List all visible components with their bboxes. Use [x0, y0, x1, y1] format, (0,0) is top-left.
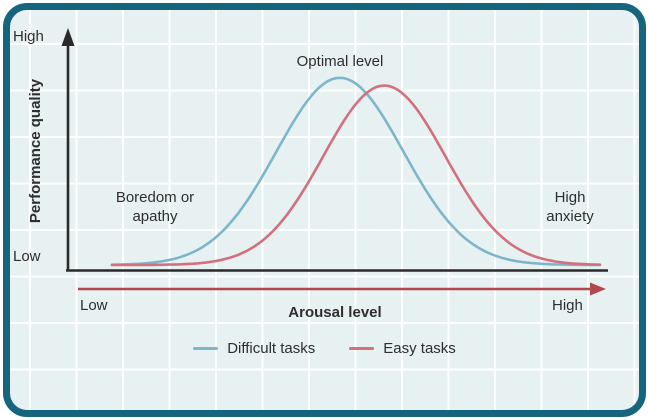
curves-group: [110, 76, 602, 267]
legend-item-easy-tasks: Easy tasks: [349, 340, 456, 357]
y-tick-high: High: [13, 28, 44, 45]
arousal-arrowhead-icon: [590, 282, 606, 296]
curve-difficult-tasks: [110, 76, 602, 267]
x-axis-title: Arousal level: [288, 304, 382, 321]
legend-swatch: [193, 347, 219, 350]
x-tick-high: High: [552, 297, 583, 314]
curve-easy-tasks: [110, 84, 602, 267]
y-axis-arrowhead-icon: [61, 28, 75, 46]
y-axis-title: Performance quality: [27, 78, 44, 224]
legend-label: Difficult tasks: [227, 340, 316, 357]
annotation-high-anxiety: High anxiety: [546, 189, 594, 225]
annotation-optimal-level: Optimal level: [296, 53, 384, 70]
chart-frame: [3, 3, 646, 417]
legend: Difficult tasks Easy tasks: [0, 340, 649, 357]
annotation-boredom: Boredom or apathy: [115, 189, 195, 225]
legend-label: Easy tasks: [383, 340, 456, 357]
legend-swatch: [349, 347, 375, 350]
legend-item-difficult-tasks: Difficult tasks: [193, 340, 315, 357]
y-tick-low: Low: [13, 248, 41, 265]
x-tick-low: Low: [80, 297, 108, 314]
